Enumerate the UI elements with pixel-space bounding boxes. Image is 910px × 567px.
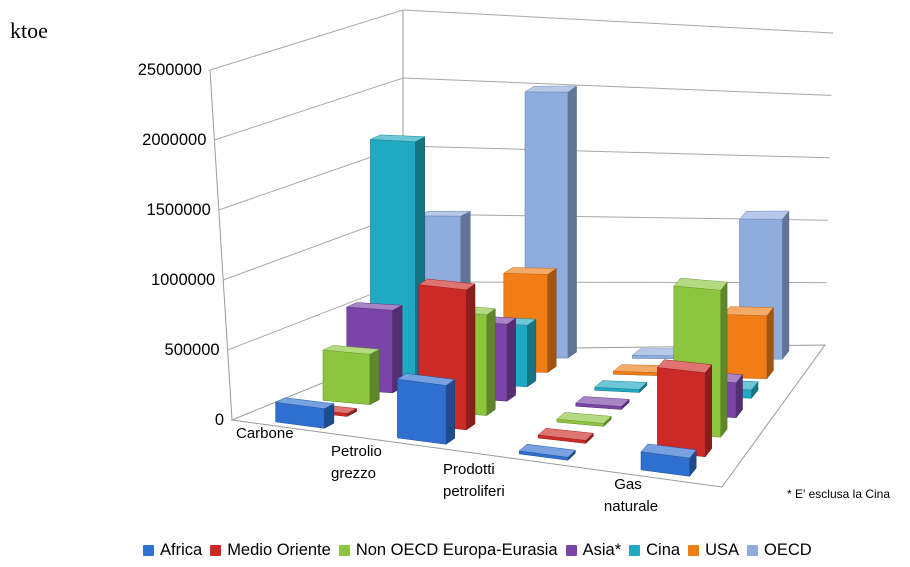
y-tick-label: 0 (215, 411, 224, 429)
legend-swatch (747, 545, 758, 556)
x-category-label: petroliferi (443, 483, 505, 500)
chart-legend: Africa Medio Oriente Non OECD Europa-Euras… (143, 541, 820, 560)
bar-side (766, 306, 774, 380)
bar-non-oecd-europa-eurasia-2 (556, 412, 612, 427)
legend-item: Africa (143, 541, 202, 560)
legend-swatch (629, 545, 641, 556)
bar-top (417, 210, 471, 217)
bar-side (704, 363, 712, 458)
legend-swatch (210, 545, 222, 556)
bar-side (369, 348, 380, 406)
gridline-back (402, 145, 830, 159)
gridline-back (402, 77, 832, 96)
bar-front (322, 349, 371, 405)
x-category-label: grezzo (331, 465, 376, 482)
bar-cina-2 (593, 380, 648, 394)
x-category-label: naturale (604, 498, 658, 515)
x-category-label: Gas (614, 476, 642, 493)
bar-top (370, 134, 426, 142)
bar-top (417, 278, 476, 291)
bar-africa-3 (640, 443, 697, 478)
legend-item: OECD (747, 541, 812, 560)
bar-asia--2 (575, 396, 630, 411)
bar-side (445, 379, 455, 445)
x-category-label: Carbone (236, 425, 294, 442)
bar-top (524, 85, 578, 93)
x-category-label: Prodotti (443, 461, 495, 478)
bar-side (466, 283, 476, 431)
legend-item: Medio Oriente (210, 541, 331, 560)
bar-non-oecd-europa-eurasia-0 (322, 345, 381, 406)
legend-label: Africa (160, 541, 203, 559)
y-axis-line (209, 69, 233, 421)
bar-top (656, 359, 713, 374)
bar-top (640, 443, 697, 459)
bar-medio-oriente-2 (537, 428, 594, 444)
bar-top (722, 306, 774, 316)
bar-top (673, 277, 728, 291)
legend-swatch (688, 545, 700, 556)
y-tick-label: 1500000 (147, 201, 211, 219)
bar-africa-2 (518, 443, 576, 461)
bar-top (556, 412, 612, 424)
y-tick-label: 2500000 (138, 61, 202, 79)
y-tick-label: 500000 (165, 341, 220, 359)
bar-africa-1 (396, 373, 456, 445)
bar-front (397, 378, 447, 445)
bar-front (722, 314, 768, 379)
bar-side (720, 281, 728, 439)
legend-item: Cina (629, 541, 680, 560)
bar-front (657, 367, 706, 458)
bar-side (486, 308, 496, 417)
y-tick-label: 1000000 (151, 271, 215, 289)
bar-top (396, 373, 456, 386)
bar-medio-oriente-3 (656, 359, 713, 458)
x-category-label: Petrolio (331, 443, 382, 460)
bar-top (502, 267, 557, 275)
bar-africa-0 (274, 397, 335, 429)
bar-top (274, 397, 335, 409)
gridline-side (214, 77, 404, 141)
legend-label: Medio Oriente (227, 541, 331, 559)
legend-item: Asia* (565, 541, 622, 560)
bar-top (593, 380, 648, 390)
bar-top (537, 428, 594, 441)
bar-side (567, 85, 577, 359)
legend-label: Asia* (582, 541, 622, 559)
gridline-side (209, 9, 404, 71)
legend-item: USA (688, 541, 739, 560)
bar-side (782, 210, 790, 360)
bar-side (527, 318, 537, 388)
bar-side (547, 267, 557, 373)
y-tick-label: 2000000 (142, 131, 206, 149)
bar-top (322, 345, 381, 355)
bar-usa-2 (612, 364, 666, 377)
legend-swatch (338, 545, 350, 556)
bar-top (612, 364, 666, 373)
gridline-back (402, 9, 834, 34)
legend-swatch (565, 545, 577, 556)
bar-top (346, 302, 404, 311)
bar-side (506, 317, 516, 402)
bar-top (518, 443, 576, 458)
legend-label: Cina (646, 541, 681, 559)
bar-top (575, 396, 630, 407)
legend-label: Non OECD Europa-Eurasia (355, 541, 558, 559)
bar-usa-3 (722, 306, 774, 380)
legend-swatch (143, 545, 154, 556)
legend-label: OECD (764, 541, 812, 559)
bar-top (738, 210, 790, 220)
footnote-annotation: * E' esclusa la Cina (787, 487, 891, 501)
legend-label: USA (705, 541, 739, 559)
y-axis-unit-label: ktoe (10, 18, 48, 43)
legend-item: Non OECD Europa-Eurasia (338, 541, 558, 560)
